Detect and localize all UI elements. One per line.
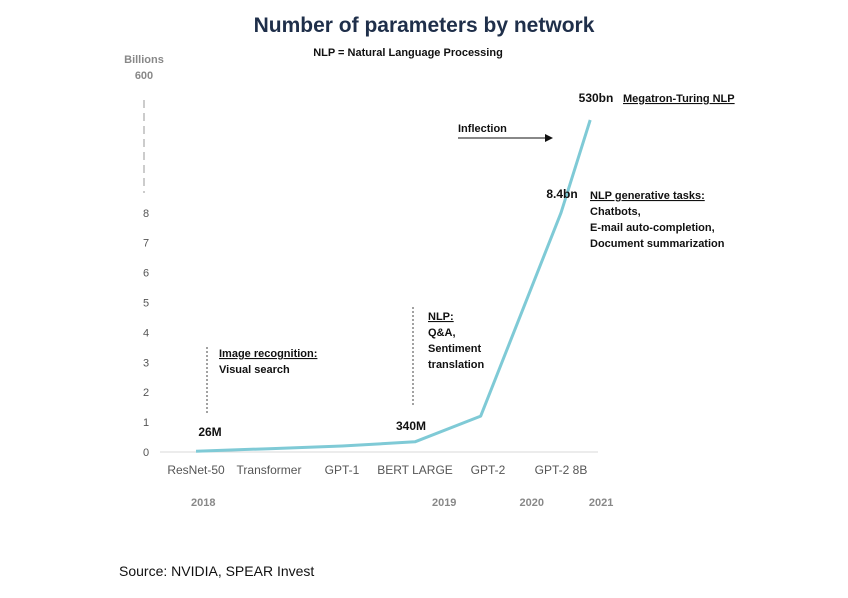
annotation-nlp-title: NLP:: [428, 311, 454, 323]
y-axis-ticks: 0 1 2 3 4 5 6 7 8: [143, 208, 149, 459]
year-label: 2020: [520, 497, 544, 509]
x-tick-label: Transformer: [237, 463, 302, 477]
year-label: 2021: [589, 497, 613, 509]
data-label-resnet: 26M: [198, 425, 221, 439]
year-label: 2019: [432, 497, 456, 509]
y-tick-label: 6: [143, 268, 149, 280]
y-tick-label: 3: [143, 357, 149, 369]
series-line: [195, 119, 592, 453]
annotation-nlp-line: Q&A,: [428, 327, 456, 339]
annotation-nlp-generative-title: NLP generative tasks:: [590, 190, 705, 202]
annotation-image-recognition-title: Image recognition:: [219, 348, 317, 360]
source-note: Source: NVIDIA, SPEAR Invest: [119, 563, 314, 579]
x-tick-label: GPT-2: [471, 463, 506, 477]
annotation-nlp-line: Sentiment: [428, 343, 482, 355]
data-label-megatron: 530bn: [579, 91, 614, 105]
y-tick-label: 5: [143, 298, 149, 310]
annotation-nlp-generative-line: E-mail auto-completion,: [590, 222, 715, 234]
x-tick-label: BERT LARGE: [377, 463, 453, 477]
y-tick-label: 8: [143, 208, 149, 220]
annotation-megatron: Megatron-Turing NLP: [623, 93, 735, 105]
annotation-nlp-line: translation: [428, 359, 485, 371]
x-tick-label: GPT-1: [325, 463, 360, 477]
chart-title: Number of parameters by network: [254, 14, 595, 37]
year-label: 2018: [191, 497, 215, 509]
y-tick-label: 2: [143, 387, 149, 399]
inflection-arrowhead: [545, 134, 553, 142]
data-label-gpt2-8b: 8.4bn: [546, 187, 577, 201]
y-tick-label: 7: [143, 238, 149, 250]
y-tick-label: 0: [143, 447, 149, 459]
x-axis-ticks: ResNet-50 Transformer GPT-1 BERT LARGE GPT-2…: [167, 463, 587, 477]
data-label-bert: 340M: [396, 419, 426, 433]
y-axis-unit-label: Billions: [124, 54, 164, 66]
y-axis-break-label: 600: [135, 70, 153, 82]
x-tick-label: GPT-2 8B: [535, 463, 588, 477]
x-tick-label: ResNet-50: [167, 463, 225, 477]
annotation-inflection: Inflection: [458, 123, 507, 135]
y-tick-label: 1: [143, 417, 149, 429]
annotation-nlp-generative-line: Document summarization: [590, 238, 725, 250]
y-tick-label: 4: [143, 327, 149, 339]
annotation-nlp-generative-line: Chatbots,: [590, 206, 641, 218]
year-labels: 2018 2019 2020 2021: [191, 497, 613, 509]
annotation-image-recognition-line: Visual search: [219, 364, 290, 376]
chart-subtitle: NLP = Natural Language Processing: [313, 47, 503, 59]
